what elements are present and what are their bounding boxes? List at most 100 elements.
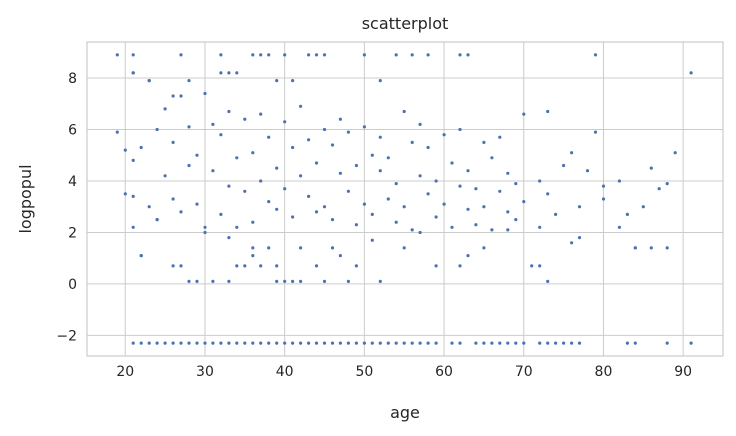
data-point: [354, 163, 358, 168]
data-point: [490, 156, 494, 160]
data-point: [259, 341, 263, 345]
data-point: [474, 187, 478, 191]
data-point: [163, 174, 167, 178]
data-point: [458, 184, 462, 188]
data-point: [346, 130, 350, 134]
data-point: [601, 197, 606, 201]
data-point: [450, 341, 454, 345]
data-point: [649, 166, 653, 170]
data-point: [322, 279, 327, 283]
data-point: [506, 210, 510, 214]
data-point: [314, 161, 319, 165]
data-point: [538, 264, 542, 268]
data-point: [195, 202, 199, 206]
data-point: [283, 341, 287, 345]
data-point: [227, 184, 231, 188]
data-point: [410, 53, 414, 57]
data-point: [171, 341, 175, 345]
data-point: [577, 236, 582, 240]
data-point: [410, 140, 414, 144]
data-point: [299, 104, 303, 108]
data-point: [426, 53, 430, 57]
data-point: [155, 341, 159, 345]
data-point: [307, 53, 311, 57]
data-point: [235, 225, 239, 229]
data-point: [338, 171, 342, 175]
data-point: [346, 341, 350, 345]
data-point: [434, 341, 438, 345]
data-point: [641, 205, 645, 209]
data-point: [187, 125, 191, 129]
data-point: [187, 79, 191, 83]
data-point: [251, 341, 255, 345]
data-point: [267, 246, 271, 250]
data-point: [466, 254, 470, 258]
data-point: [235, 71, 239, 75]
grid-lines: [87, 42, 723, 356]
data-point: [322, 127, 327, 132]
data-point: [259, 53, 263, 57]
data-point: [259, 264, 263, 268]
data-point: [665, 341, 669, 345]
data-point: [235, 264, 239, 268]
data-point: [155, 218, 159, 222]
data-point: [577, 205, 582, 209]
data-point: [251, 254, 255, 258]
data-point: [378, 79, 382, 83]
data-point: [131, 194, 135, 198]
data-point: [275, 264, 279, 268]
x-axis-label: age: [390, 403, 420, 422]
data-point: [577, 341, 582, 345]
data-point: [259, 112, 263, 116]
data-point: [601, 184, 606, 188]
data-point: [474, 223, 478, 227]
x-tick-label: 20: [116, 364, 134, 380]
data-point: [593, 53, 598, 57]
data-point: [307, 194, 311, 198]
data-point: [147, 341, 151, 345]
data-point: [291, 341, 295, 345]
data-point: [402, 205, 406, 209]
data-point: [570, 241, 574, 245]
data-point: [418, 174, 422, 178]
data-point: [147, 79, 151, 83]
data-point: [362, 125, 366, 129]
data-point: [203, 341, 207, 345]
data-point: [131, 158, 135, 162]
data-point: [450, 161, 454, 165]
data-point: [362, 53, 366, 57]
data-point: [291, 279, 295, 283]
data-point: [378, 169, 382, 173]
data-point: [570, 341, 574, 345]
data-point: [314, 210, 319, 214]
data-point: [219, 71, 223, 75]
data-point: [434, 264, 438, 268]
data-point: [346, 279, 350, 283]
data-point: [458, 264, 462, 268]
data-point: [123, 148, 127, 152]
data-point: [291, 145, 295, 150]
data-point: [171, 94, 175, 98]
data-point: [307, 138, 311, 142]
data-point: [458, 53, 462, 57]
data-point: [211, 122, 215, 126]
data-point: [211, 279, 215, 283]
data-point: [235, 156, 239, 160]
data-point: [179, 341, 183, 345]
data-point: [378, 341, 382, 345]
data-point: [171, 264, 175, 268]
data-point: [418, 122, 422, 126]
data-point: [131, 341, 135, 345]
data-point: [506, 341, 510, 345]
x-tick-label: 90: [674, 364, 692, 380]
data-point: [330, 246, 335, 250]
data-point: [482, 246, 486, 250]
y-tick-label: −2: [56, 328, 77, 344]
data-point: [370, 212, 374, 216]
data-point: [131, 71, 135, 75]
data-point: [251, 220, 255, 224]
data-point: [402, 109, 406, 114]
data-point: [139, 145, 143, 150]
data-point: [370, 153, 374, 157]
